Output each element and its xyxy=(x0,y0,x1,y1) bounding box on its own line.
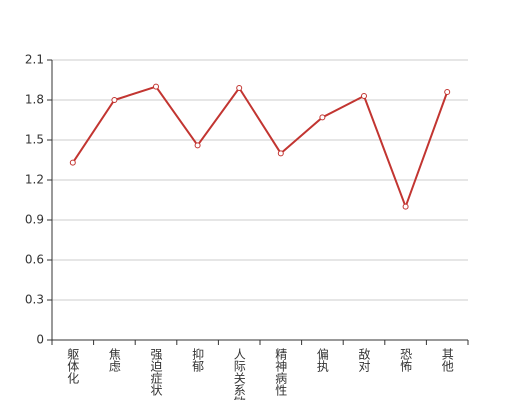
x-tick-label: 其他 xyxy=(440,348,454,372)
point xyxy=(402,203,409,210)
y-tick-label: 0 xyxy=(36,333,44,347)
point xyxy=(153,83,159,90)
point xyxy=(319,114,326,121)
y-tick-label: 0.3 xyxy=(25,293,44,307)
y-tick-label: 1.2 xyxy=(25,173,44,187)
y-tick-label: 1.8 xyxy=(25,93,44,107)
y-tick-label: 1.5 xyxy=(25,133,44,147)
point xyxy=(361,93,367,99)
point xyxy=(277,150,284,157)
point xyxy=(111,97,118,103)
x-tick-label: 焦虑 xyxy=(107,348,121,372)
x-tick-label: 躯体化 xyxy=(66,347,80,385)
point xyxy=(69,159,76,166)
x-tick-label: 人际关系敏感 xyxy=(232,348,246,400)
y-tick-label: 0.9 xyxy=(25,213,44,227)
line xyxy=(71,85,449,210)
y-tick-label: 2.1 xyxy=(25,53,44,67)
point xyxy=(444,89,451,95)
y-tick-label: 0.6 xyxy=(25,253,44,267)
x-tick-label: 偏执 xyxy=(315,347,329,373)
point xyxy=(194,142,201,149)
point xyxy=(236,85,243,91)
x-tick-label: 敌对 xyxy=(357,347,371,372)
x-tick-label: 强迫症状 xyxy=(149,348,163,396)
x-tick-label: 抑郁 xyxy=(191,347,205,373)
x-tick-label: 恐怖 xyxy=(399,348,413,372)
x-tick-label: 精神病性 xyxy=(274,348,288,397)
